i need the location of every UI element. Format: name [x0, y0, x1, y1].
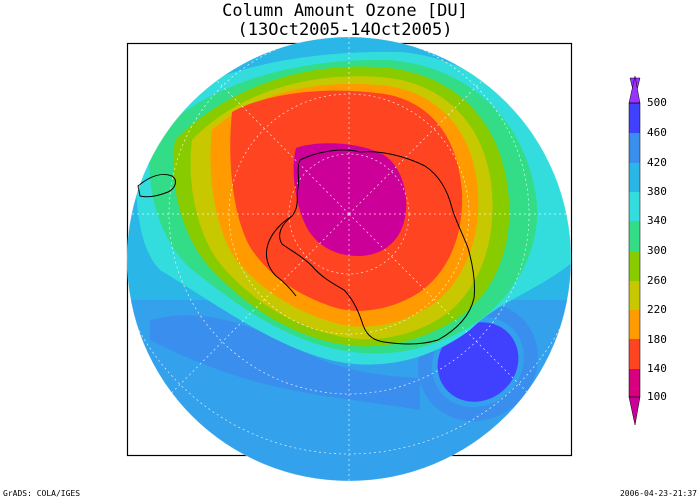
footer-timestamp: 2006-04-23-21:37 — [619, 489, 697, 498]
south-america-tip — [137, 173, 176, 198]
colorbar-label-420: 420 — [647, 156, 667, 169]
colorbar — [628, 75, 641, 426]
footer-credit: GrADS: COLA/IGES — [3, 489, 81, 498]
colorbar-swatch-460-500 — [629, 103, 640, 133]
field-blob-500 — [437, 322, 519, 402]
colorbar-label-500: 500 — [647, 96, 667, 109]
colorbar-label-180: 180 — [647, 333, 667, 346]
colorbar-label-260: 260 — [647, 274, 667, 287]
colorbar-label-380: 380 — [647, 185, 667, 198]
colorbar-swatch-180-220 — [629, 310, 640, 339]
colorbar-swatch-380-420 — [629, 163, 640, 192]
colorbar-bottom-arrow — [628, 396, 641, 426]
colorbar-label-140: 140 — [647, 362, 667, 375]
antarctic-peninsula — [265, 215, 297, 297]
field-blob-460-west — [150, 315, 420, 410]
field-band-100 — [293, 143, 407, 256]
colorbar-swatch-340-380 — [629, 192, 640, 221]
ozone-field — [127, 37, 571, 481]
colorbar-swatch-140-180 — [629, 339, 640, 369]
colorbar-label-100: 100 — [647, 390, 667, 403]
colorbar-label-460: 460 — [647, 126, 667, 139]
colorbar-swatch-220-260 — [629, 281, 640, 310]
colorbar-outline — [628, 102, 641, 398]
title-line-1: Column Amount Ozone [DU] — [222, 1, 468, 21]
colorbar-swatch-100-140 — [629, 369, 640, 397]
colorbar-swatch-260-300 — [629, 251, 640, 281]
chart-title: Column Amount Ozone [DU] (13Oct2005-14Oc… — [0, 2, 690, 40]
colorbar-label-220: 220 — [647, 303, 667, 316]
colorbar-swatch-420-460 — [629, 133, 640, 163]
disk-edge — [126, 36, 572, 482]
title-line-2: (13Oct2005-14Oct2005) — [237, 20, 453, 40]
colorbar-swatch-300-340 — [629, 221, 640, 251]
colorbar-label-340: 340 — [647, 214, 667, 227]
colorbar-label-300: 300 — [647, 244, 667, 257]
antarctica-coastline — [279, 149, 475, 345]
